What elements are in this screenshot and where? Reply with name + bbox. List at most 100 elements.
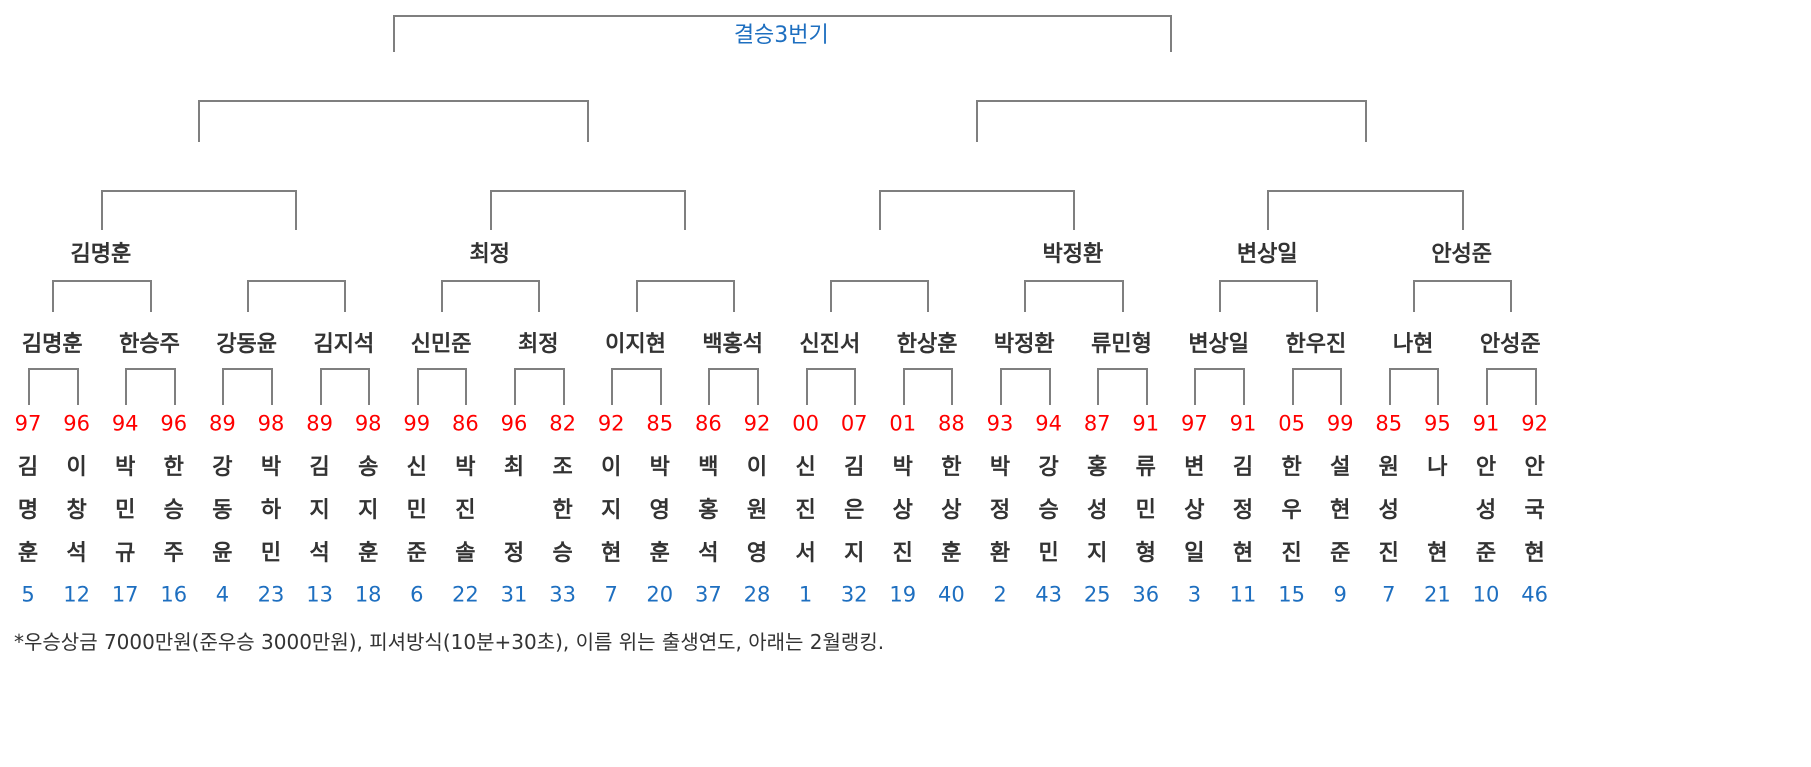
bracket-line	[1364, 100, 1367, 142]
bracket-line	[1048, 368, 1051, 405]
bracket-line	[441, 280, 541, 282]
player-name: 나 현	[1427, 455, 1448, 566]
bracket-line	[1194, 368, 1197, 405]
birth-year: 07	[840, 411, 868, 436]
bracket-line	[441, 280, 444, 312]
bracket-line	[611, 368, 662, 370]
bracket-line	[149, 280, 152, 312]
ranking: 46	[1521, 582, 1548, 607]
bracket-line	[805, 368, 857, 370]
bracket-line	[708, 368, 759, 370]
bracket-line	[586, 100, 589, 142]
birth-year: 98	[354, 411, 382, 436]
ranking: 9	[1333, 582, 1347, 607]
bracket-line	[198, 100, 589, 102]
birth-year: 91	[1229, 411, 1257, 436]
ranking: 20	[646, 582, 674, 607]
birth-year: 91	[1472, 411, 1500, 436]
player-name: 김정현	[1232, 455, 1254, 566]
bracket-line	[975, 100, 978, 142]
player-name: 설현준	[1330, 455, 1351, 566]
bracket-line	[975, 100, 1367, 102]
player-name: 원성진	[1378, 455, 1399, 566]
ranking: 15	[1278, 582, 1305, 607]
ranking: 17	[111, 582, 139, 607]
round16-winner: 변상일	[1236, 242, 1298, 267]
birth-year: 99	[1326, 411, 1354, 436]
footnote: *우승상금 7000만원(준우승 3000만원), 피셔방식(10분+30초),…	[14, 630, 885, 654]
ranking: 36	[1132, 582, 1160, 607]
player-name: 강동윤	[212, 455, 233, 566]
round32-winner: 류민형	[1091, 332, 1152, 357]
player-name: 박정환	[989, 455, 1011, 566]
bracket-line	[1534, 368, 1537, 405]
bracket-line	[1097, 368, 1100, 405]
round32-winner: 백홍석	[702, 332, 764, 357]
ranking: 40	[938, 582, 965, 607]
round32-winner: 김지석	[313, 332, 375, 357]
round32-winner: 안성준	[1479, 332, 1541, 357]
bracket-line	[562, 368, 565, 405]
bracket-line	[829, 280, 832, 312]
round16-winner: 박정환	[1042, 242, 1104, 267]
bracket-line	[538, 280, 541, 312]
bracket-line	[295, 190, 298, 230]
ranking: 33	[549, 582, 576, 607]
round32-winner: 나현	[1392, 332, 1434, 357]
player-name: 이창석	[66, 455, 87, 566]
birth-year: 91	[1132, 411, 1160, 436]
bracket-line	[1024, 280, 1124, 282]
birth-year: 94	[111, 411, 139, 436]
bracket-line	[878, 190, 1075, 192]
bracket-line	[1145, 368, 1148, 405]
birth-year: 93	[986, 411, 1014, 436]
bracket-line	[246, 280, 249, 312]
ranking: 10	[1472, 582, 1500, 607]
birth-year: 96	[500, 411, 528, 436]
bracket-line	[1194, 368, 1245, 370]
player-name: 김명훈	[17, 455, 39, 566]
bracket-line	[319, 368, 322, 405]
bracket-line	[829, 280, 930, 282]
bracket-line	[1024, 280, 1027, 312]
bracket-line	[1413, 280, 1416, 312]
bracket-line	[611, 368, 614, 405]
bracket-line	[1437, 368, 1440, 405]
round32-winner: 이지현	[605, 332, 666, 357]
bracket-line	[52, 280, 55, 312]
bracket-line	[1000, 368, 1051, 370]
bracket-line	[902, 368, 954, 370]
ranking: 32	[840, 582, 868, 607]
birth-year: 96	[63, 411, 90, 436]
bracket-line	[708, 368, 711, 405]
birth-year: 95	[1424, 411, 1451, 436]
bracket-line	[514, 368, 565, 370]
bracket-line	[1097, 368, 1148, 370]
bracket-line	[319, 368, 371, 370]
birth-year: 87	[1083, 411, 1111, 436]
ranking: 4	[215, 582, 230, 607]
player-name: 송지훈	[358, 455, 379, 566]
bracket-line	[1486, 368, 1488, 405]
player-name: 최 정	[503, 455, 525, 566]
bracket-line	[489, 190, 687, 192]
round32-winner: 한우진	[1285, 332, 1347, 357]
ranking: 3	[1187, 582, 1202, 607]
player-name: 안성준	[1475, 455, 1497, 566]
bracket-line	[222, 368, 225, 405]
round32-winner: 강동윤	[216, 332, 278, 357]
bracket-line	[1388, 368, 1440, 370]
round32-winner: 김명훈	[21, 332, 83, 357]
player-name: 한승주	[163, 455, 184, 566]
round32-winner: 최정	[518, 332, 559, 357]
birth-year: 82	[549, 411, 576, 436]
bracket-line	[1388, 368, 1391, 405]
player-name: 박하민	[260, 455, 282, 566]
bracket-line	[125, 368, 128, 405]
bracket-line	[392, 15, 395, 52]
player-name: 박진솔	[455, 455, 476, 566]
round32-winner: 한승주	[119, 332, 180, 357]
final-title: 결승3번기	[733, 23, 829, 48]
ranking: 25	[1083, 582, 1111, 607]
bracket-line	[854, 368, 857, 405]
